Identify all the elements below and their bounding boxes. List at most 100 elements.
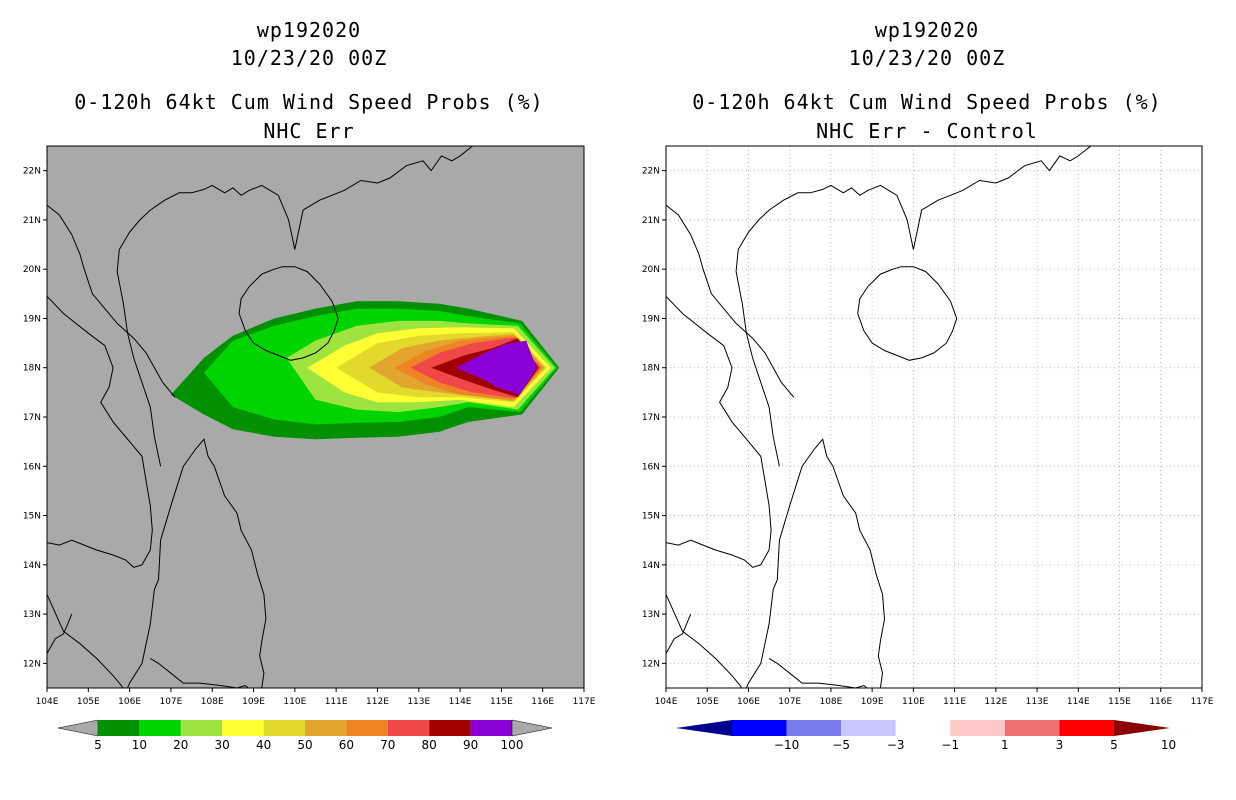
colorbar-swatch: [470, 720, 512, 736]
lat-label: 17N: [23, 413, 41, 423]
colorbar-swatch: [1059, 720, 1114, 736]
lat-label: 15N: [642, 512, 660, 522]
datetime-title: 10/23/20 00Z: [230, 46, 388, 70]
colorbar-swatch: [263, 720, 305, 736]
subtitle: NHC Err - Control: [816, 119, 1038, 143]
prob-contour-90: [455, 340, 537, 395]
colorbar-label: 70: [380, 738, 395, 752]
lon-label: 114E: [1067, 697, 1090, 707]
colorbar-swatch: [841, 720, 896, 736]
lon-label: 114E: [449, 697, 472, 707]
lon-label: 104E: [655, 697, 678, 707]
colorbar-label: 5: [1110, 738, 1118, 752]
lon-label: 105E: [77, 697, 100, 707]
colorbar-swatch: [387, 720, 430, 736]
product-title: 0-120h 64kt Cum Wind Speed Probs (%): [74, 90, 544, 114]
lon-label: 113E: [407, 697, 430, 707]
colorbar-swatch: [98, 720, 140, 736]
coastline: [857, 266, 958, 361]
lat-label: 21N: [23, 216, 41, 226]
lat-label: 18N: [642, 364, 660, 374]
colorbar-swatch: [1004, 720, 1060, 736]
colorbar-swatch: [950, 720, 1005, 736]
colorbar-swatch: [732, 720, 787, 736]
coastline: [47, 295, 153, 568]
colorbar-label: 80: [422, 738, 437, 752]
lat-label: 16N: [642, 462, 660, 472]
colorbar-swatch: [786, 720, 842, 736]
colorbar-label: 100: [501, 738, 524, 752]
lat-label: 14N: [642, 561, 660, 571]
lon-label: 109E: [861, 697, 884, 707]
product-title: 0-120h 64kt Cum Wind Speed Probs (%): [692, 90, 1162, 114]
colorbar-label: 60: [339, 738, 354, 752]
lon-label: 115E: [490, 697, 513, 707]
coastline: [666, 438, 886, 688]
coastline: [666, 295, 772, 568]
colorbar-end-low: [57, 719, 99, 737]
lat-label: 14N: [23, 561, 41, 571]
coastline: [666, 613, 692, 654]
lat-label: 19N: [642, 314, 660, 324]
subtitle: NHC Err: [263, 119, 355, 143]
lon-label: 113E: [1026, 697, 1049, 707]
lon-label: 115E: [1108, 697, 1131, 707]
colorbar-swatch: [346, 720, 388, 736]
colorbar-swatch: [139, 720, 181, 736]
lon-label: 107E: [159, 697, 182, 707]
colorbar-label: 10: [132, 738, 147, 752]
colorbar: −10 −5 −3 −1 1 3 5 10: [676, 720, 1176, 752]
coastline: [116, 146, 474, 467]
colorbar: 5 10 20 30 40 50 60 70 80 90 100: [57, 719, 553, 752]
colorbar-swatch: [429, 720, 471, 736]
lon-label: 106E: [737, 697, 760, 707]
colorbar-label: 50: [297, 738, 312, 752]
coastline: [47, 613, 73, 654]
lat-label: 20N: [642, 265, 660, 275]
colorbar-swatch: [305, 720, 347, 736]
lat-label: 12N: [642, 659, 660, 669]
colorbar-label: 20: [173, 738, 188, 752]
colorbar-label: 40: [256, 738, 271, 752]
colorbar-label: 1: [1001, 738, 1009, 752]
colorbar-label: −1: [941, 738, 959, 752]
lon-label: 104E: [36, 697, 59, 707]
lon-label: 117E: [1191, 697, 1214, 707]
lat-label: 15N: [23, 512, 41, 522]
lon-label: 110E: [902, 697, 925, 707]
difference-map: 104E 105E 106E 107E 108E 109E 110E 111E 112E 113E…: [642, 145, 1214, 752]
colorbar-label: −3: [887, 738, 905, 752]
coastline: [666, 204, 795, 398]
colorbar-end-high: [1114, 720, 1170, 736]
lat-label: 19N: [23, 314, 41, 324]
colorbar-label: 30: [215, 738, 230, 752]
lon-label: 108E: [201, 697, 224, 707]
coastline: [47, 438, 267, 688]
lon-label: 112E: [984, 697, 1007, 707]
lon-label: 116E: [1149, 697, 1172, 707]
lon-label: 116E: [531, 697, 554, 707]
lon-label: 105E: [696, 697, 719, 707]
panel-nhc-err-control: wp192020 10/23/20 00Z 0-120h 64kt Cum Wi…: [618, 0, 1236, 800]
lat-label: 18N: [23, 364, 41, 374]
coastline: [238, 266, 339, 361]
lat-label: 22N: [642, 167, 660, 177]
map-content: [47, 146, 560, 688]
lon-label: 112E: [366, 697, 389, 707]
lon-label: 117E: [573, 697, 596, 707]
lon-label: 110E: [283, 697, 306, 707]
colorbar-label: 5: [94, 738, 102, 752]
colorbar-swatch: [180, 720, 223, 736]
colorbar-swatch: [895, 720, 951, 736]
lat-label: 13N: [23, 610, 41, 620]
lon-label: 111E: [325, 697, 348, 707]
lat-label: 17N: [642, 413, 660, 423]
lat-label: 21N: [642, 216, 660, 226]
colorbar-end-high: [511, 719, 553, 737]
panel-nhc-err: wp192020 10/23/20 00Z 0-120h 64kt Cum Wi…: [23, 18, 596, 752]
lat-label: 16N: [23, 462, 41, 472]
coastline: [735, 146, 1092, 467]
lat-label: 20N: [23, 265, 41, 275]
lat-label: 12N: [23, 659, 41, 669]
lon-label: 108E: [819, 697, 842, 707]
